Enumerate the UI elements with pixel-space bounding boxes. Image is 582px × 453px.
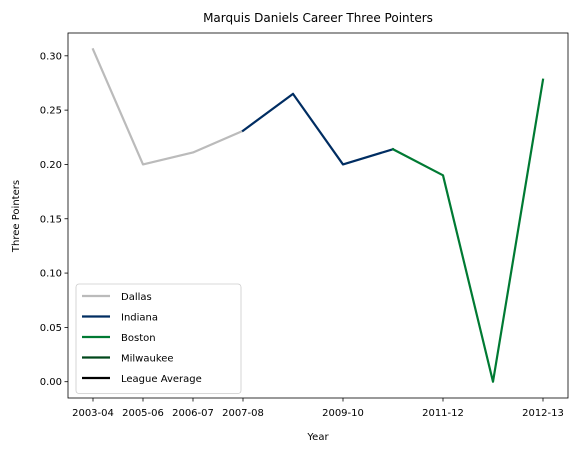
x-tick-label: 2012-13	[522, 408, 564, 419]
y-tick-label: 0.15	[40, 214, 62, 225]
y-tick-label: 0.00	[40, 377, 62, 388]
y-tick-label: 0.05	[40, 323, 62, 334]
y-tick-label: 0.25	[40, 106, 62, 117]
series-line-indiana	[241, 92, 395, 166]
y-axis-label: Three Pointers	[11, 180, 22, 253]
x-tick-label: 2006-07	[172, 408, 214, 419]
legend-label-indiana: Indiana	[121, 313, 158, 324]
legend-label-boston: Boston	[121, 333, 156, 344]
y-tick-label: 0.20	[40, 160, 62, 171]
chart-title: Marquis Daniels Career Three Pointers	[203, 11, 433, 25]
x-tick-label: 2009-10	[322, 408, 364, 419]
plot-frame	[67, 32, 569, 399]
legend-label-milwaukee: Milwaukee	[121, 354, 174, 365]
x-axis-label: Year	[306, 432, 329, 443]
x-tick-label: 2005-06	[122, 408, 164, 419]
x-axis: 2003-04 2005-06 2006-07 2007-08 2009-10 2011-…	[72, 398, 564, 419]
x-tick-label: 2007-08	[222, 408, 264, 419]
y-tick-label: 0.10	[40, 269, 62, 280]
x-tick-label: 2003-04	[72, 408, 114, 419]
legend: Dallas Indiana Boston Milwaukee League Avera…	[75, 283, 242, 394]
y-tick-label: 0.30	[40, 51, 62, 62]
legend-label-league-average: League Average	[121, 374, 202, 385]
x-tick-label: 2011-12	[422, 408, 464, 419]
series-layer	[91, 47, 545, 383]
series-line-dallas	[91, 47, 245, 166]
y-axis: 0.00 0.05 0.10 0.15 0.20 0.25 0.30	[40, 51, 68, 388]
series-line-boston	[391, 78, 545, 383]
legend-box	[75, 283, 242, 394]
legend-label-dallas: Dallas	[121, 292, 152, 303]
